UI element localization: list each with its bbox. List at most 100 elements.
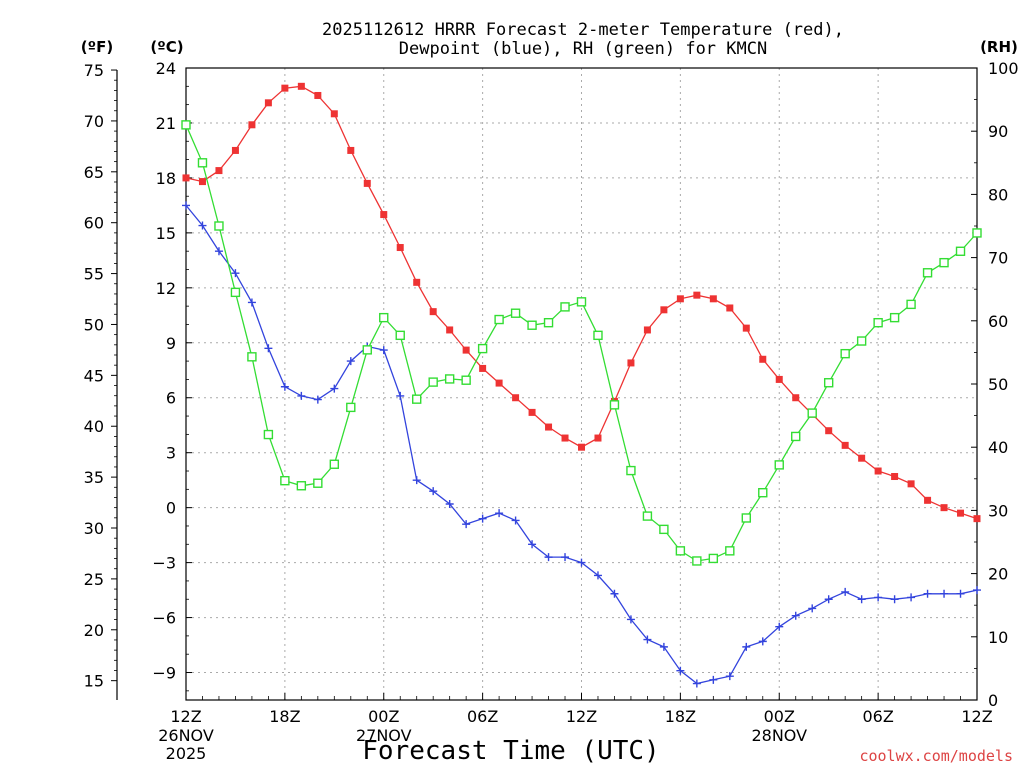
dewpoint-point <box>313 395 322 404</box>
dewpoint-point <box>478 514 487 523</box>
time-tick-label: 00Z <box>764 707 795 726</box>
dewpoint-point <box>396 391 405 400</box>
credit-link[interactable]: coolwx.com/models <box>859 747 1013 765</box>
time-tick-label: 18Z <box>269 707 300 726</box>
rh-point <box>395 330 405 341</box>
temperature-point <box>858 454 866 462</box>
rh-tick-label: 90 <box>988 122 1008 141</box>
celsius-tick-label: 24 <box>156 59 176 78</box>
dewpoint-point <box>791 611 800 620</box>
rh-point <box>197 158 208 168</box>
rh-point <box>758 488 768 498</box>
dewpoint-point <box>445 499 454 508</box>
temperature-point <box>957 509 965 517</box>
dewpoint-point <box>758 637 767 646</box>
celsius-tick-label: 9 <box>166 334 176 353</box>
fahrenheit-axis-label: (ºF) <box>81 38 113 56</box>
celsius-tick-label: 6 <box>166 389 176 408</box>
rh-tick-label: 10 <box>988 628 1008 647</box>
temperature-point <box>462 346 470 354</box>
temperature-point <box>182 174 190 182</box>
rh-point <box>379 312 389 323</box>
celsius-tick-label: 12 <box>156 279 176 298</box>
dewpoint-point <box>264 344 273 353</box>
celsius-axis-label: (ºC) <box>150 38 183 56</box>
temperature-point <box>264 99 272 107</box>
dewpoint-point <box>742 642 751 651</box>
date-label: 28NOV <box>751 726 807 745</box>
rh-point <box>626 465 636 476</box>
year-label: 2025 <box>166 744 207 763</box>
temperature-point <box>940 504 948 512</box>
rh-point <box>362 345 372 355</box>
time-tick-label: 12Z <box>170 707 201 726</box>
temperature-point <box>413 278 421 286</box>
rh-point <box>329 459 340 469</box>
dewpoint-point <box>462 520 471 529</box>
celsius-axis: 24 21 18 15 12 9 6 3 0 −3 −6 −9 <box>152 59 192 692</box>
chart-title-line2: Dewpoint (blue), RH (green) for KMCN <box>399 39 767 59</box>
rh-tick-label: 40 <box>988 438 1008 457</box>
fahrenheit-tick-label: 35 <box>84 468 104 487</box>
dewpoint-point <box>610 589 619 598</box>
dewpoint-point <box>692 679 701 688</box>
time-tick-label: 12Z <box>961 707 992 726</box>
temperature-point <box>561 434 569 442</box>
temperature-point <box>578 443 585 451</box>
dewpoint-point <box>231 269 240 278</box>
rh-tick-label: 0 <box>988 691 998 710</box>
rh-point <box>807 408 817 418</box>
dewpoint-point <box>297 391 306 400</box>
fahrenheit-tick-label: 55 <box>84 265 104 284</box>
celsius-tick-label: −3 <box>152 554 176 573</box>
fahrenheit-tick-label: 70 <box>84 112 104 131</box>
rh-point <box>906 299 916 310</box>
temperature-point <box>693 291 701 299</box>
dewpoint-point <box>280 382 289 391</box>
fahrenheit-tick-label: 40 <box>84 417 104 436</box>
rh-point <box>510 308 521 318</box>
data-series <box>181 82 982 688</box>
temperature-point <box>759 355 767 363</box>
temperature-point <box>528 408 536 416</box>
dewpoint-point <box>874 593 883 602</box>
rh-point <box>922 268 933 278</box>
dewpoint-point <box>577 558 586 567</box>
temperature-point <box>775 375 783 383</box>
dewpoint-point <box>956 589 965 598</box>
temperature-point <box>380 211 388 219</box>
time-tick-label: 18Z <box>665 707 696 726</box>
rh-point <box>609 400 620 410</box>
rh-point <box>527 320 537 330</box>
temperature-point <box>594 434 602 442</box>
dewpoint-point <box>923 589 932 598</box>
fahrenheit-axis: 75 70 65 60 55 50 45 40 35 30 25 20 15 <box>84 61 118 700</box>
rh-point <box>774 460 784 470</box>
gridlines <box>186 68 977 700</box>
celsius-tick-label: 0 <box>166 499 176 518</box>
dewpoint-point <box>808 604 817 613</box>
dewpoint-point <box>857 595 866 604</box>
dewpoint-point <box>626 615 635 624</box>
rh-point <box>955 246 966 256</box>
dewpoint-point <box>643 635 652 644</box>
dewpoint-point <box>528 540 537 549</box>
x-axis-title: Forecast Time (UTC) <box>362 736 659 766</box>
rh-tick-label: 30 <box>988 501 1008 520</box>
rh-point <box>214 221 224 231</box>
rh-point <box>725 546 735 556</box>
rh-point <box>560 302 570 312</box>
time-tick-label: 06Z <box>467 707 498 726</box>
temperature-point <box>231 146 239 154</box>
rh-point <box>972 228 982 238</box>
rh-point <box>593 330 603 341</box>
rh-point <box>708 553 719 564</box>
dewpoint-point <box>841 587 850 596</box>
rh-point <box>494 314 504 325</box>
rh-point <box>889 312 900 323</box>
dewpoint-point <box>824 595 833 604</box>
dewpoint-point <box>182 201 190 210</box>
time-tick-label: 12Z <box>566 707 597 726</box>
dewpoint-point <box>593 571 602 580</box>
